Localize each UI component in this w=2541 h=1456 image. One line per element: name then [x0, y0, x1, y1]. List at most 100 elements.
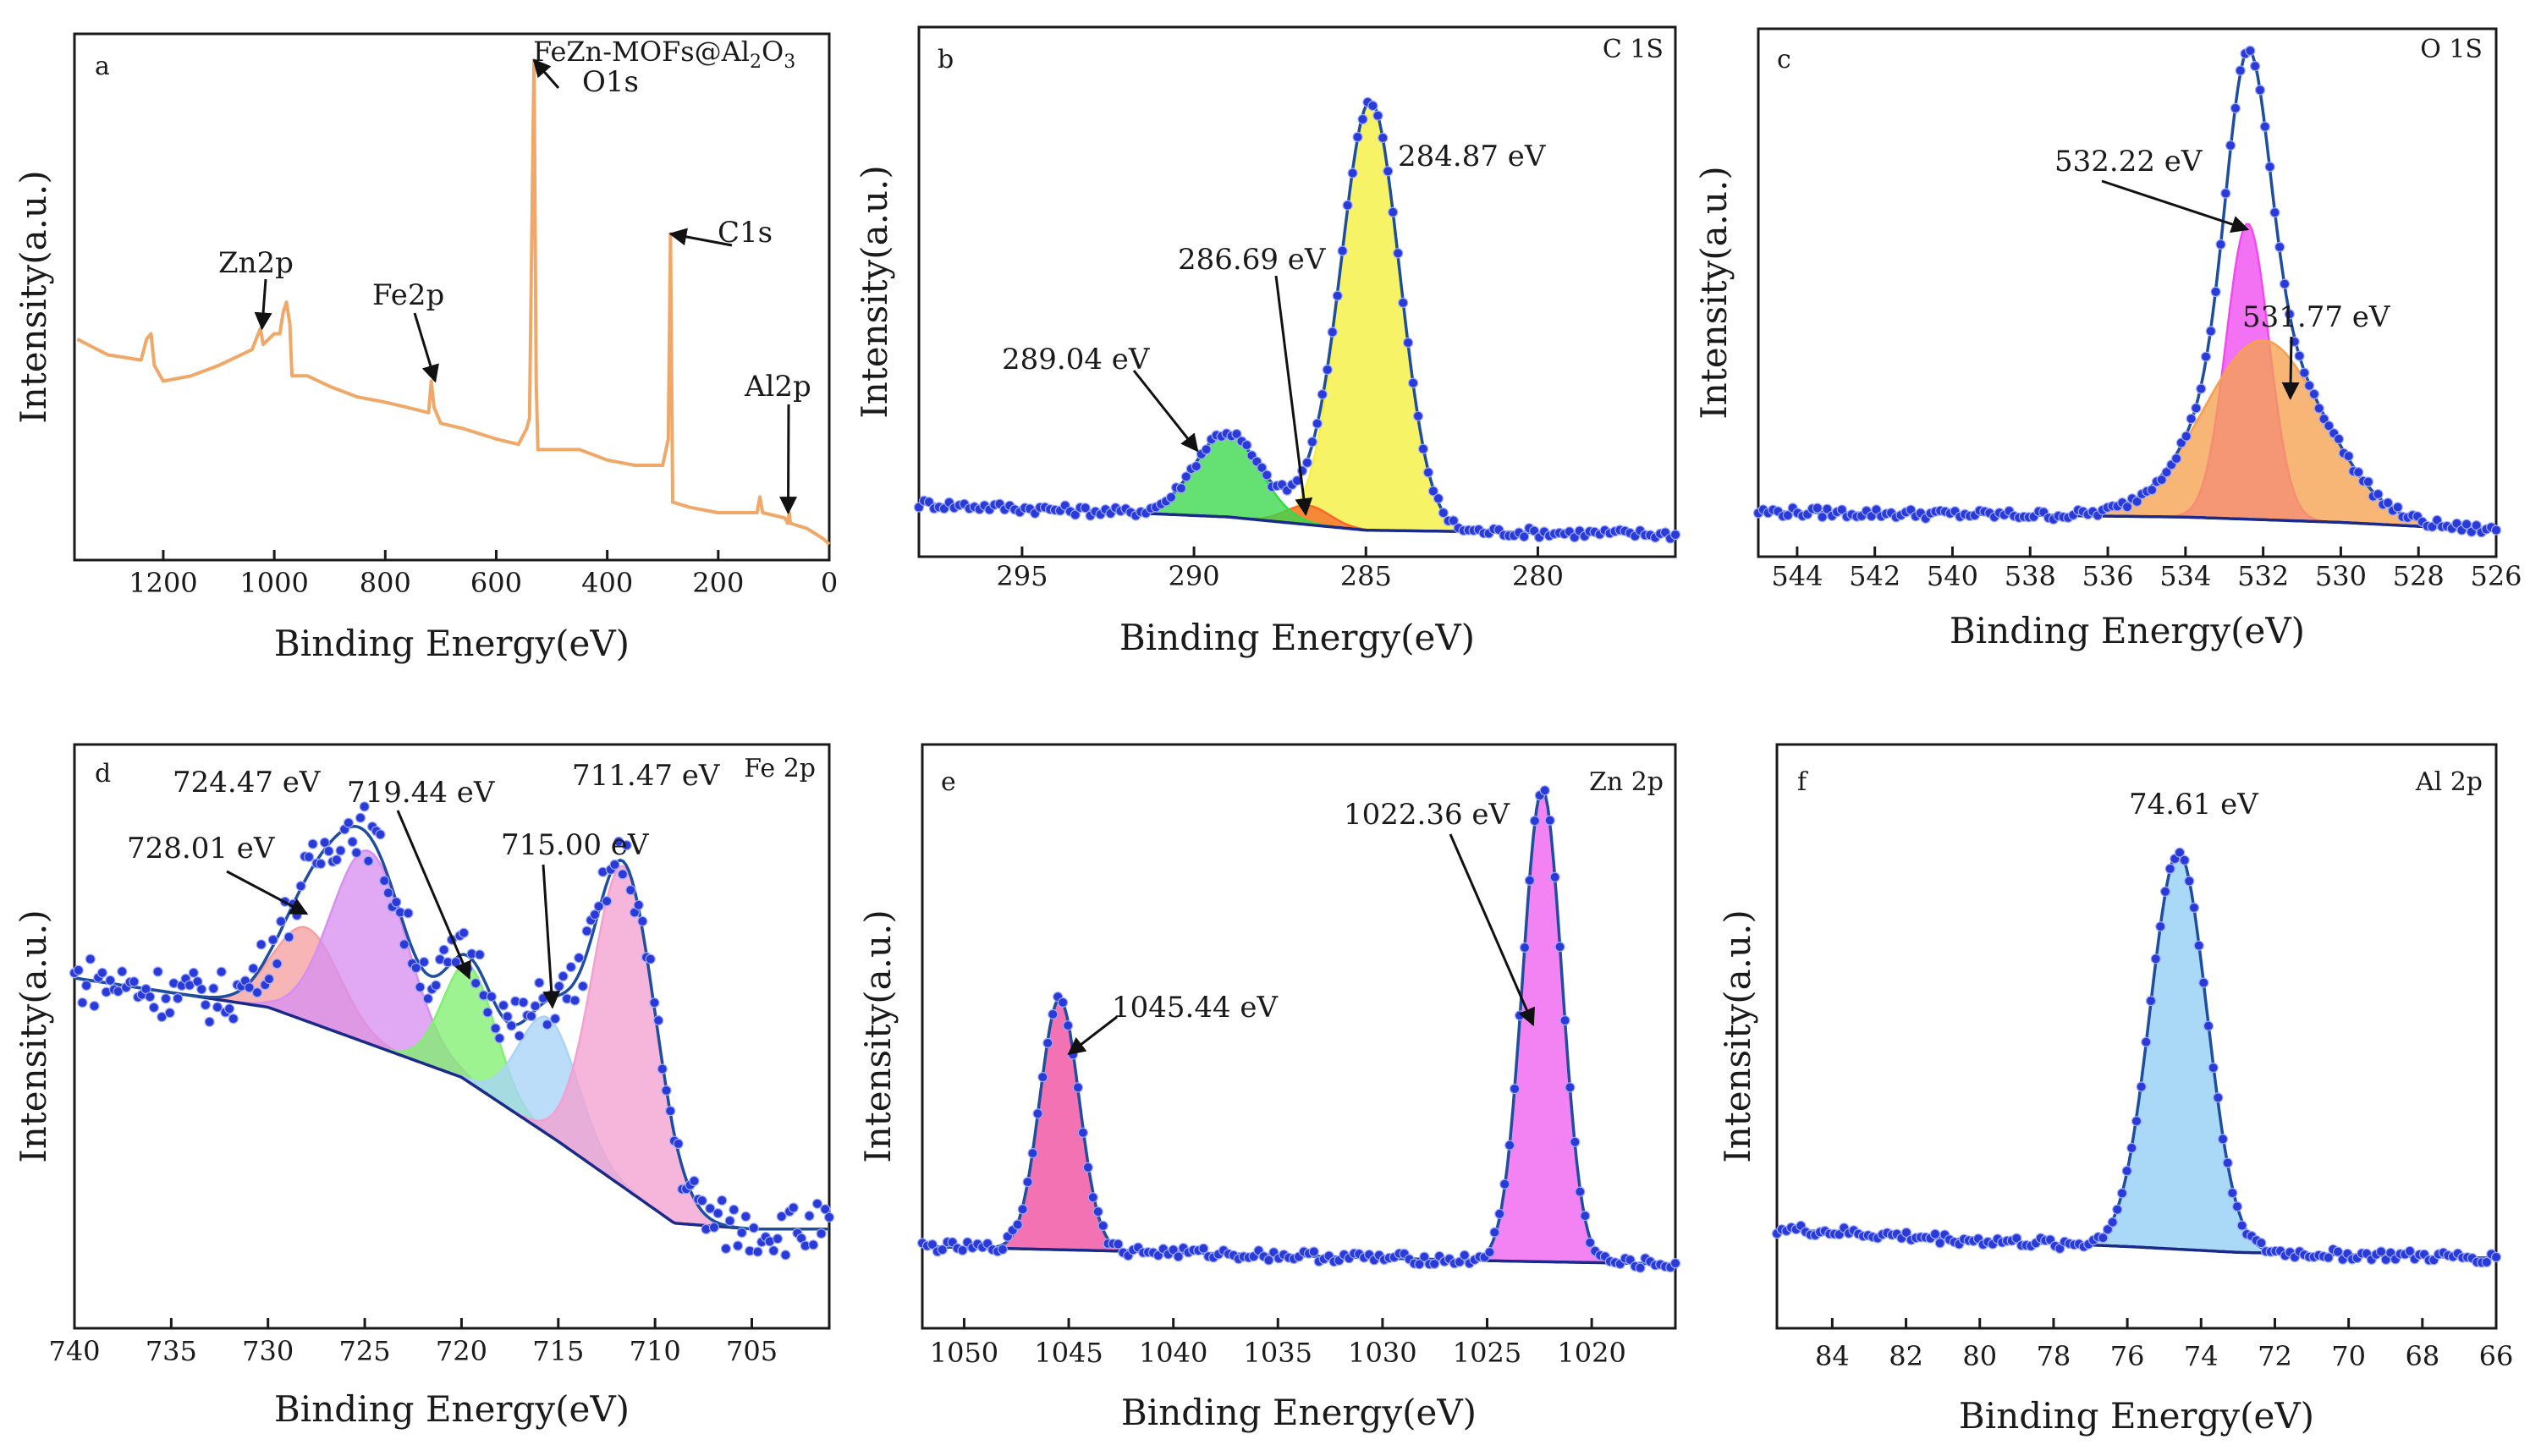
data-point: [1332, 290, 1343, 301]
data-point: [1231, 428, 1242, 440]
data-point: [1422, 467, 1434, 478]
data-point: [2156, 474, 2167, 486]
data-point: [601, 896, 613, 907]
data-point: [530, 1000, 541, 1012]
data-point: [2227, 1187, 2238, 1199]
data-point: [2196, 383, 2207, 394]
data-point: [2343, 450, 2354, 462]
data-point: [319, 837, 330, 848]
data-point: [2332, 1246, 2344, 1257]
panel-d: 740 735 730 725 720 715 710 705 711.47 eV 715.00 …: [13, 743, 835, 1430]
panel-b-plot: 295 290 285 280 284.87 eV 286.69 eV 289.04 eV: [913, 96, 1681, 592]
x-tick-label: 82: [1889, 1340, 1923, 1372]
data-point: [2215, 239, 2226, 250]
peak-label: O1s: [582, 65, 639, 99]
data-point: [164, 1008, 175, 1019]
data-point: [224, 1003, 235, 1014]
data-point: [689, 1175, 700, 1187]
data-point: [2210, 286, 2221, 297]
data-point: [2184, 876, 2195, 887]
data-point: [589, 909, 601, 920]
peak-71944: [74, 963, 829, 1230]
data-point: [1499, 1179, 1510, 1190]
data-point: [359, 801, 370, 812]
data-point: [1263, 1255, 1274, 1266]
data-point: [2161, 467, 2172, 478]
data-point: [1017, 1204, 1028, 1215]
x-tick-label: 285: [1340, 560, 1392, 592]
data-point: [1419, 1251, 1430, 1262]
data-point: [490, 1023, 501, 1034]
data-point: [553, 981, 564, 992]
panel-e-frame: [921, 743, 1677, 1330]
peak-label: 711.47 eV: [572, 759, 721, 793]
data-point: [2304, 380, 2315, 391]
data-point: [431, 980, 442, 991]
data-point: [617, 869, 629, 880]
panel-c-tag: O 1S: [2420, 35, 2483, 64]
data-point: [1057, 997, 1069, 1008]
peak-label: 284.87 eV: [1398, 140, 1547, 173]
data-point: [1367, 100, 1378, 112]
data-point: [1519, 942, 1531, 953]
data-point: [1301, 457, 1313, 469]
data-point: [2164, 863, 2175, 875]
data-point: [1575, 1186, 1586, 1197]
data-point: [1113, 1239, 1124, 1250]
data-point: [2011, 1233, 2022, 1244]
data-point: [2299, 367, 2310, 378]
data-point: [347, 836, 358, 848]
data-point: [2274, 241, 2285, 253]
data-point: [1012, 1219, 1023, 1230]
data-point: [1524, 875, 1536, 886]
data-point: [96, 967, 108, 978]
panel-d-x-axis-title: Binding Energy(eV): [274, 1388, 630, 1430]
peak-arrow: [2101, 179, 2250, 234]
x-tick-label: 725: [339, 1335, 391, 1367]
data-point: [804, 1210, 815, 1222]
data-point: [720, 1243, 732, 1255]
x-tick-label: 290: [1169, 560, 1220, 592]
data-point: [1549, 871, 1560, 882]
data-point: [1342, 200, 1353, 211]
x-tick-label: 1050: [930, 1337, 998, 1369]
x-tick-label: 740: [48, 1335, 100, 1367]
data-point: [1080, 503, 1091, 514]
data-point: [1417, 443, 1429, 454]
x-tick-label: 538: [2005, 560, 2056, 592]
data-point: [1822, 503, 1833, 514]
data-point: [73, 964, 84, 975]
peak-label: 724.47 eV: [173, 766, 322, 799]
data-point: [291, 909, 302, 921]
data-point: [1584, 1237, 1596, 1248]
data-point: [1429, 1258, 1440, 1270]
x-tick-label: 710: [630, 1335, 681, 1367]
panel-b-frame: [917, 25, 1677, 558]
data-point: [323, 845, 334, 857]
data-point: [2481, 1256, 2492, 1268]
data-point: [2279, 278, 2291, 289]
data-point: [1198, 1243, 1209, 1254]
peak-28487: [918, 100, 1675, 536]
x-tick-label: 78: [2037, 1340, 2071, 1372]
data-point: [248, 963, 259, 974]
data-point: [1175, 482, 1187, 494]
data-point: [652, 1014, 664, 1026]
data-point: [1070, 509, 1081, 520]
data-point: [558, 970, 569, 982]
data-point: [2220, 188, 2231, 199]
data-point: [1072, 1082, 1084, 1093]
data-point: [2323, 1252, 2334, 1263]
panel-d-frame: [73, 743, 831, 1330]
data-point: [2362, 476, 2373, 487]
data-point: [717, 1195, 728, 1206]
data-point: [157, 1011, 168, 1023]
panel-e-letter: e: [941, 767, 956, 797]
data-point: [811, 1198, 823, 1209]
data-point: [2179, 854, 2190, 865]
data-point: [2131, 496, 2142, 508]
data-point: [776, 1211, 787, 1222]
x-tick-label: 540: [1927, 560, 1978, 592]
data-point: [303, 851, 315, 863]
data-point: [2235, 65, 2246, 76]
